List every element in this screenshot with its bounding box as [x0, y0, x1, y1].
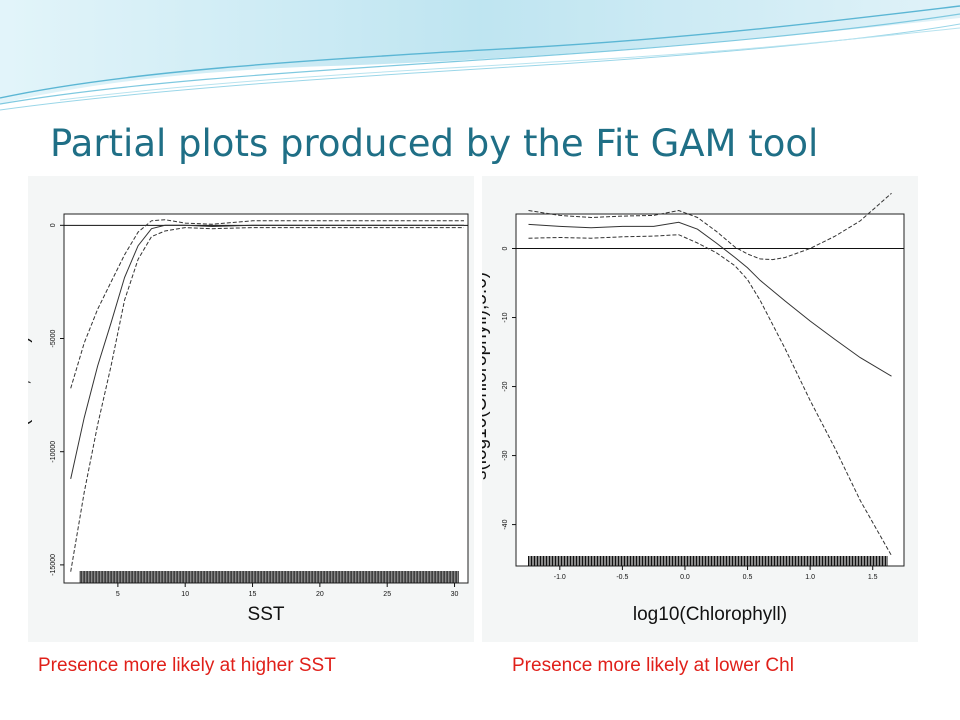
y-tick-label: -30 — [502, 450, 509, 460]
rug-marks — [528, 556, 888, 566]
x-tick-label: -0.5 — [616, 574, 628, 581]
plot-frame — [515, 213, 905, 567]
y-tick-label: -15000 — [50, 554, 57, 576]
x-axis-label: log10(Chlorophyll) — [633, 604, 787, 625]
smooth-fit-line — [528, 221, 892, 377]
x-tick-label: 1.5 — [868, 574, 878, 581]
confidence-band-line — [528, 234, 892, 556]
sst-caption: Presence more likely at higher SST — [38, 655, 336, 676]
x-tick-label: 20 — [316, 591, 324, 598]
slide-title: Partial plots produced by the Fit GAM to… — [50, 122, 819, 165]
smooth-fit-line — [70, 224, 464, 480]
y-axis-label: s(SST,8.97) — [28, 336, 33, 435]
x-axis-label: SST — [248, 604, 285, 625]
sst-partial-plot: 5 10 15 20 25 30 0 -5000 -10000 -15000 SST s(SST,8.… — [28, 213, 469, 625]
x-tick-label: 25 — [383, 591, 391, 598]
y-tick-label: -10000 — [50, 441, 57, 463]
x-tick-label: 5 — [116, 591, 120, 598]
chlorophyll-partial-plot: -1.0 -0.5 0.0 0.5 1.0 1.5 0 -10 -20 -30 -40 log10(C… — [482, 192, 905, 625]
confidence-band-line — [528, 192, 892, 261]
x-tick-label: 10 — [181, 591, 189, 598]
confidence-band-line — [70, 227, 464, 572]
confidence-band-line — [70, 219, 464, 389]
chlorophyll-caption: Presence more likely at lower Chl — [512, 655, 794, 676]
x-tick-label: 15 — [249, 591, 257, 598]
header-wave-decoration — [0, 0, 960, 111]
plot-frame — [63, 213, 469, 584]
x-tick-label: 1.0 — [805, 574, 815, 581]
rug-marks — [79, 571, 459, 583]
y-axis-label: s(log10(Chlorophyll),5.6) — [482, 272, 491, 480]
x-tick-label: -1.0 — [554, 574, 566, 581]
y-tick-label: -40 — [502, 519, 509, 529]
sst-partial-plot-panel: 5 10 15 20 25 30 0 -5000 -10000 -15000 SST s(SST,8.… — [28, 176, 474, 642]
y-tick-label: -10 — [502, 312, 509, 322]
chlorophyll-partial-plot-panel: -1.0 -0.5 0.0 0.5 1.0 1.5 0 -10 -20 -30 -40 log10(C… — [482, 176, 918, 642]
y-tick-label: -5000 — [50, 329, 57, 347]
x-tick-label: 30 — [451, 591, 459, 598]
y-tick-label: 0 — [502, 246, 509, 250]
x-tick-label: 0.0 — [680, 574, 690, 581]
y-tick-label: 0 — [50, 223, 57, 227]
y-tick-label: -20 — [502, 381, 509, 391]
x-tick-label: 0.5 — [743, 574, 753, 581]
